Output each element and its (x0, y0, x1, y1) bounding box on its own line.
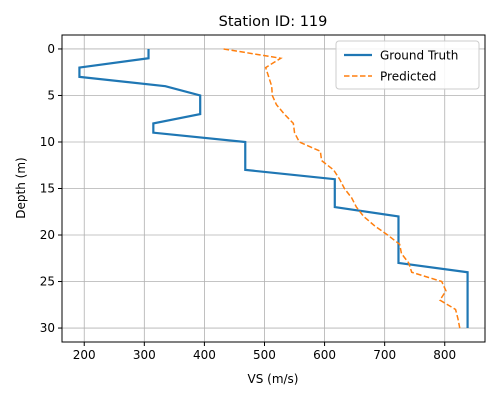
x-axis-label: VS (m/s) (248, 372, 299, 386)
x-tick-label: 500 (253, 348, 276, 362)
y-tick-label: 25 (40, 275, 55, 289)
y-tick-label: 15 (40, 182, 55, 196)
ticks-layer: 200 300 400 500 600 700 800 0 5 10 15 20 25 30 (40, 42, 456, 362)
x-tick-label: 600 (313, 348, 336, 362)
legend-label: Predicted (380, 70, 436, 84)
x-tick-label: 800 (433, 348, 456, 362)
x-tick-label: 400 (193, 348, 216, 362)
x-tick-label: 700 (373, 348, 396, 362)
y-tick-label: 20 (40, 228, 55, 242)
y-tick-label: 30 (40, 321, 55, 335)
y-tick-label: 0 (47, 42, 55, 56)
x-tick-label: 300 (133, 348, 156, 362)
legend-label: Ground Truth (380, 49, 458, 63)
legend: Ground Truth Predicted (336, 41, 479, 89)
x-tick-label: 200 (73, 348, 96, 362)
y-tick-label: 10 (40, 135, 55, 149)
chart-title: Station ID: 119 (219, 14, 328, 30)
y-axis-label: Depth (m) (14, 157, 28, 218)
y-tick-label: 5 (47, 88, 55, 102)
